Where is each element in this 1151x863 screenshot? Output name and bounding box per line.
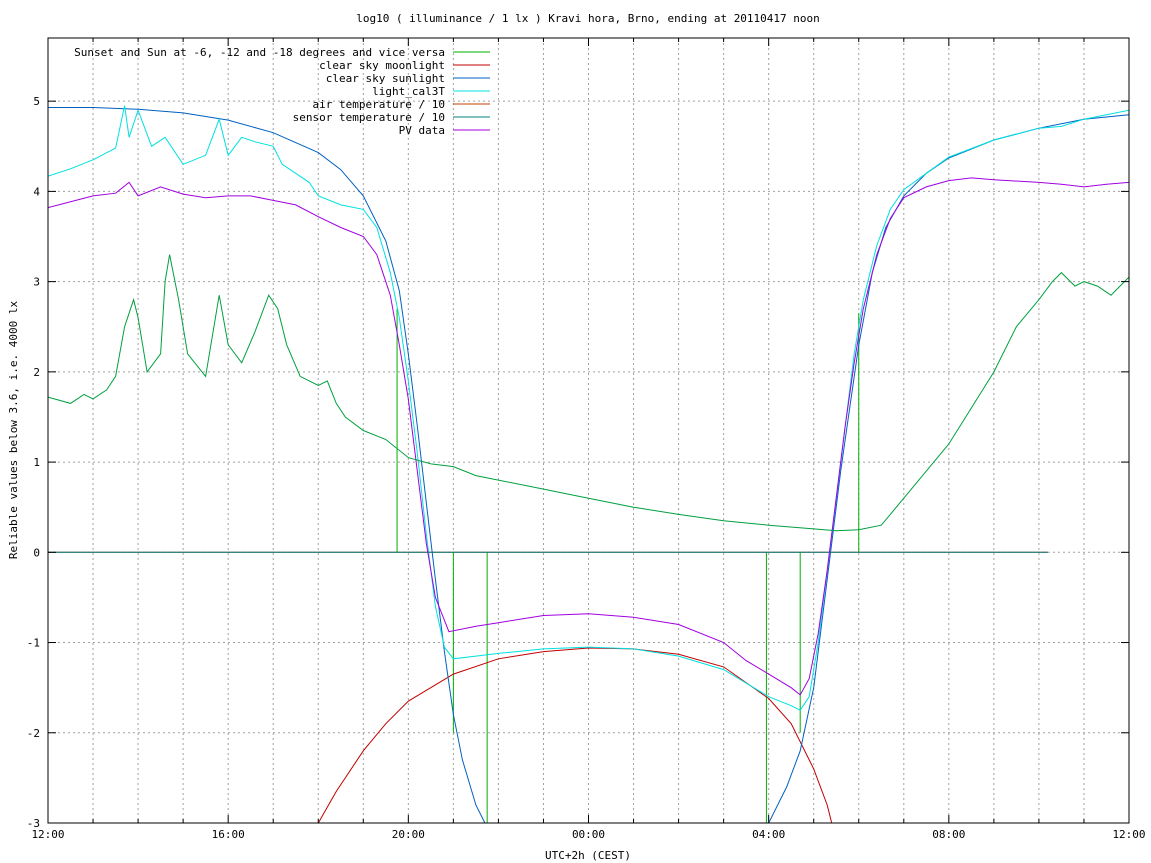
y-tick-label: 1 (33, 456, 40, 469)
series-2-line (48, 107, 1129, 823)
series-group (48, 105, 1129, 823)
x-tick-label: 12:00 (31, 828, 64, 841)
y-tick-label: -2 (27, 727, 40, 740)
legend-entry-label: clear sky sunlight (326, 72, 445, 85)
series-layer (48, 105, 1129, 823)
y-tick-label: -3 (27, 817, 40, 830)
chart-title: log10 ( illuminance / 1 lx ) Kravi hora,… (356, 12, 820, 25)
x-tick-label: 20:00 (392, 828, 425, 841)
series-3-line (48, 105, 1129, 711)
y-tick-label: -1 (27, 637, 40, 650)
series-1-line (317, 647, 833, 823)
y-tick-label: 2 (33, 366, 40, 379)
y-tick-label: 3 (33, 276, 40, 289)
y-tick-label: 0 (33, 546, 40, 559)
x-tick-label: 12:00 (1112, 828, 1145, 841)
y-tick-label: 4 (33, 185, 40, 198)
axis-ticks: 12:00 16:00 20:00 00:00 04:00 08:00 12:00-3-2-… (27, 38, 1146, 841)
legend-entry-label: air temperature / 10 (313, 98, 445, 111)
y-axis-label: Reliable values below 3.6, i.e. 4000 lx (7, 300, 20, 559)
x-tick-label: 00:00 (572, 828, 605, 841)
y-tick-label: 5 (33, 95, 40, 108)
x-tick-label: 08:00 (932, 828, 965, 841)
x-tick-label: 16:00 (212, 828, 245, 841)
x-tick-label: 04:00 (752, 828, 785, 841)
series-6-line (48, 177, 1129, 696)
legend-entry-label: PV data (399, 124, 445, 137)
legend: Sunset and Sun at -6, -12 and -18 degree… (74, 46, 490, 137)
x-axis-label: UTC+2h (CEST) (545, 849, 631, 862)
legend-entry-label: light_cal3T (372, 85, 445, 98)
legend-entry-label: clear sky moonlight (319, 59, 445, 72)
legend-entry-label: Sunset and Sun at -6, -12 and -18 degree… (74, 46, 445, 59)
legend-entry-label: sensor temperature / 10 (293, 111, 445, 124)
series-7-line (48, 254, 1129, 532)
